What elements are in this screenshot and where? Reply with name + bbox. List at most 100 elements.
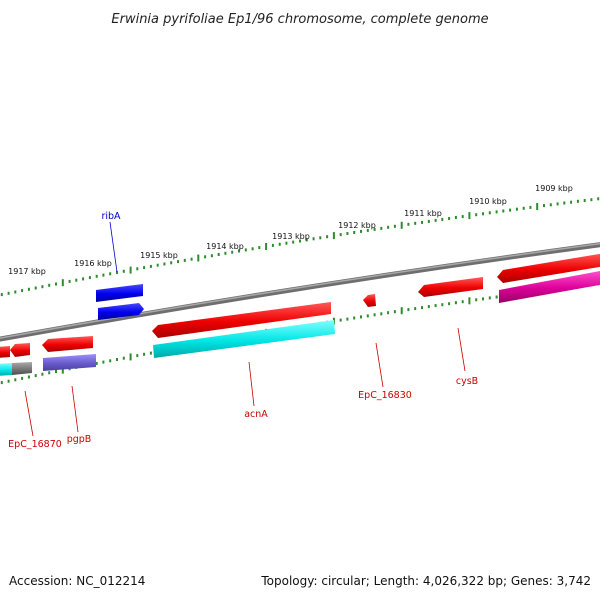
outer-ring-minor-tick	[217, 253, 220, 256]
forward-strand-genes	[96, 253, 600, 320]
inner-ring-minor-tick	[48, 371, 51, 375]
gene-feature-cysB[interactable]	[418, 277, 483, 297]
outer-ring-minor-tick	[68, 279, 71, 283]
inner-ring-minor-tick	[454, 301, 457, 305]
inner-ring-major-tick	[468, 297, 471, 305]
outer-ring-minor-tick	[346, 232, 349, 235]
outer-ring-minor-tick	[258, 246, 261, 250]
gene-label-ribA[interactable]: ribA	[101, 211, 121, 222]
outer-ring-minor-tick	[48, 283, 51, 287]
outer-ring-major-tick	[332, 232, 335, 240]
inner-ring-minor-tick	[109, 359, 112, 363]
inner-ring-minor-tick	[421, 306, 423, 310]
gene-feature-right-red[interactable]	[497, 253, 600, 283]
outer-ring-minor-tick	[34, 286, 37, 290]
outer-ring-minor-tick	[156, 263, 159, 267]
inner-ring-minor-tick	[475, 298, 478, 302]
inner-ring-major-tick	[400, 307, 403, 315]
leader-ribA	[109, 221, 118, 273]
tick-label-1917: 1917 kbp	[8, 267, 46, 276]
outer-ring-minor-tick	[149, 264, 152, 268]
inner-ring-minor-tick	[380, 312, 383, 316]
outer-ring-minor-tick	[299, 239, 301, 243]
leader-EpC_16870	[24, 390, 34, 437]
outer-ring-minor-tick	[461, 215, 464, 219]
inner-ring-minor-tick	[393, 310, 396, 314]
outer-ring-minor-tick	[55, 282, 57, 286]
outer-ring-minor-tick	[143, 266, 146, 270]
outer-ring-minor-tick	[576, 199, 579, 203]
inner-ring-minor-tick	[116, 358, 118, 361]
outer-ring-minor-tick	[549, 203, 552, 207]
outer-ring-minor-tick	[136, 267, 139, 271]
gene-label-acnA[interactable]: acnA	[244, 409, 268, 420]
outer-ring-major-tick	[468, 212, 471, 220]
tick-label-1914: 1914 kbp	[206, 242, 244, 251]
outer-ring-minor-tick	[563, 201, 566, 205]
outer-ring-minor-tick	[434, 218, 437, 222]
outer-ring-minor-tick	[190, 257, 193, 261]
inner-ring-minor-tick	[407, 308, 410, 312]
gene-feature-pgpB[interactable]	[42, 336, 93, 352]
gene-feature-magenta[interactable]	[499, 270, 600, 303]
outer-ring-minor-tick	[231, 250, 234, 254]
inner-ring-minor-tick	[95, 361, 98, 365]
outer-ring-minor-tick	[21, 289, 24, 293]
outer-ring-minor-tick	[319, 236, 322, 240]
outer-ring-minor-tick	[570, 200, 573, 204]
outer-ring-minor-tick	[441, 217, 444, 221]
inner-ring-minor-tick	[495, 295, 498, 299]
outer-ring-minor-tick	[339, 233, 342, 237]
outer-ring-minor-tick	[285, 241, 288, 245]
outer-ring-minor-tick	[170, 261, 173, 265]
tick-label-1913: 1913 kbp	[272, 232, 310, 241]
outer-ring-minor-tick	[495, 210, 498, 214]
inner-ring-minor-tick	[427, 305, 430, 309]
outer-ring-minor-tick	[421, 220, 423, 224]
outer-ring-minor-tick	[488, 211, 491, 215]
inner-ring-minor-tick	[339, 318, 342, 322]
tick-label-1910: 1910 kbp	[469, 197, 507, 206]
outer-ring-major-tick	[129, 266, 132, 274]
chromosome-backbone-highlight	[0, 242, 600, 339]
outer-ring-minor-tick	[210, 254, 213, 258]
leader-cysB	[457, 327, 466, 372]
gene-feature-EpC_16830[interactable]	[363, 294, 376, 307]
gene-feature-acnA[interactable]	[152, 302, 331, 338]
inner-ring-minor-tick	[387, 311, 390, 315]
outer-ring-minor-tick	[271, 243, 274, 247]
outer-ring-minor-tick	[590, 198, 593, 202]
reverse-strand-genes	[0, 270, 600, 376]
tick-labels: 1917 kbp 1916 kbp 1915 kbp 1914 kbp 1913…	[8, 184, 573, 276]
outer-ring-minor-tick	[312, 237, 315, 241]
inner-ring-minor-tick	[55, 370, 57, 373]
outer-ring-minor-tick	[82, 277, 85, 281]
inner-ring-minor-tick	[27, 375, 30, 379]
gene-feature-red-small[interactable]	[10, 343, 30, 357]
outer-ring-minor-tick	[224, 251, 227, 255]
outer-ring-minor-tick	[326, 235, 329, 239]
gene-feature-EpC_16870[interactable]	[0, 346, 10, 358]
gene-label-EpC_16830[interactable]: EpC_16830	[358, 390, 412, 401]
outer-ring-minor-tick	[102, 273, 105, 277]
gene-feature-gray[interactable]	[12, 362, 32, 375]
gene-feature-cyan-acnA[interactable]	[153, 320, 335, 358]
gene-label-pgpB[interactable]: pgpB	[67, 434, 92, 445]
inner-ring-minor-tick	[448, 302, 451, 306]
outer-ring-minor-tick	[482, 212, 484, 216]
tick-label-1909: 1909 kbp	[535, 184, 573, 193]
inner-ring-minor-tick	[136, 354, 139, 358]
gene-feature-purple[interactable]	[43, 354, 96, 371]
gene-label-cysB[interactable]: cysB	[456, 376, 478, 387]
inner-ring-minor-tick	[373, 313, 376, 317]
outer-ring-minor-tick	[597, 197, 600, 201]
outer-ring-minor-tick	[515, 207, 518, 211]
gene-feature-ribA-upper[interactable]	[96, 284, 143, 302]
outer-ring-minor-tick	[373, 227, 376, 231]
gene-feature-ribA-lower[interactable]	[98, 303, 144, 320]
gene-label-EpC_16870[interactable]: EpC_16870	[8, 439, 62, 450]
inner-ring-minor-tick	[143, 352, 146, 356]
gene-feature-cyan-left[interactable]	[0, 363, 12, 376]
tick-label-1915: 1915 kbp	[140, 251, 178, 260]
